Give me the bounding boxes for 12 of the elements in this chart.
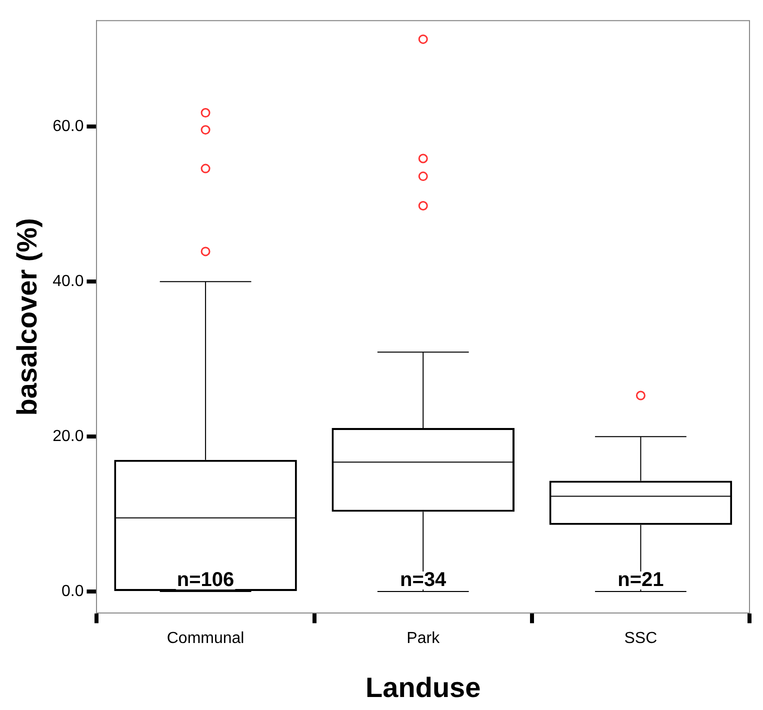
y-tick-label: 20.0 [52, 428, 84, 445]
y-tick-label: 60.0 [52, 118, 84, 136]
x-tick-label: Communal [166, 630, 244, 648]
y-axis-title: basalcover (%) [12, 218, 43, 416]
x-tick-label: Park [406, 630, 441, 648]
y-tick-label: 40.0 [52, 273, 84, 290]
y-tick-label: 0.0 [61, 582, 84, 600]
annotation: n=21 [618, 569, 664, 592]
annotation: n=106 [176, 569, 234, 592]
annotation: n=34 [400, 569, 448, 592]
x-tick-label: SSC [624, 630, 658, 648]
x-axis-title: Landuse [366, 672, 481, 703]
